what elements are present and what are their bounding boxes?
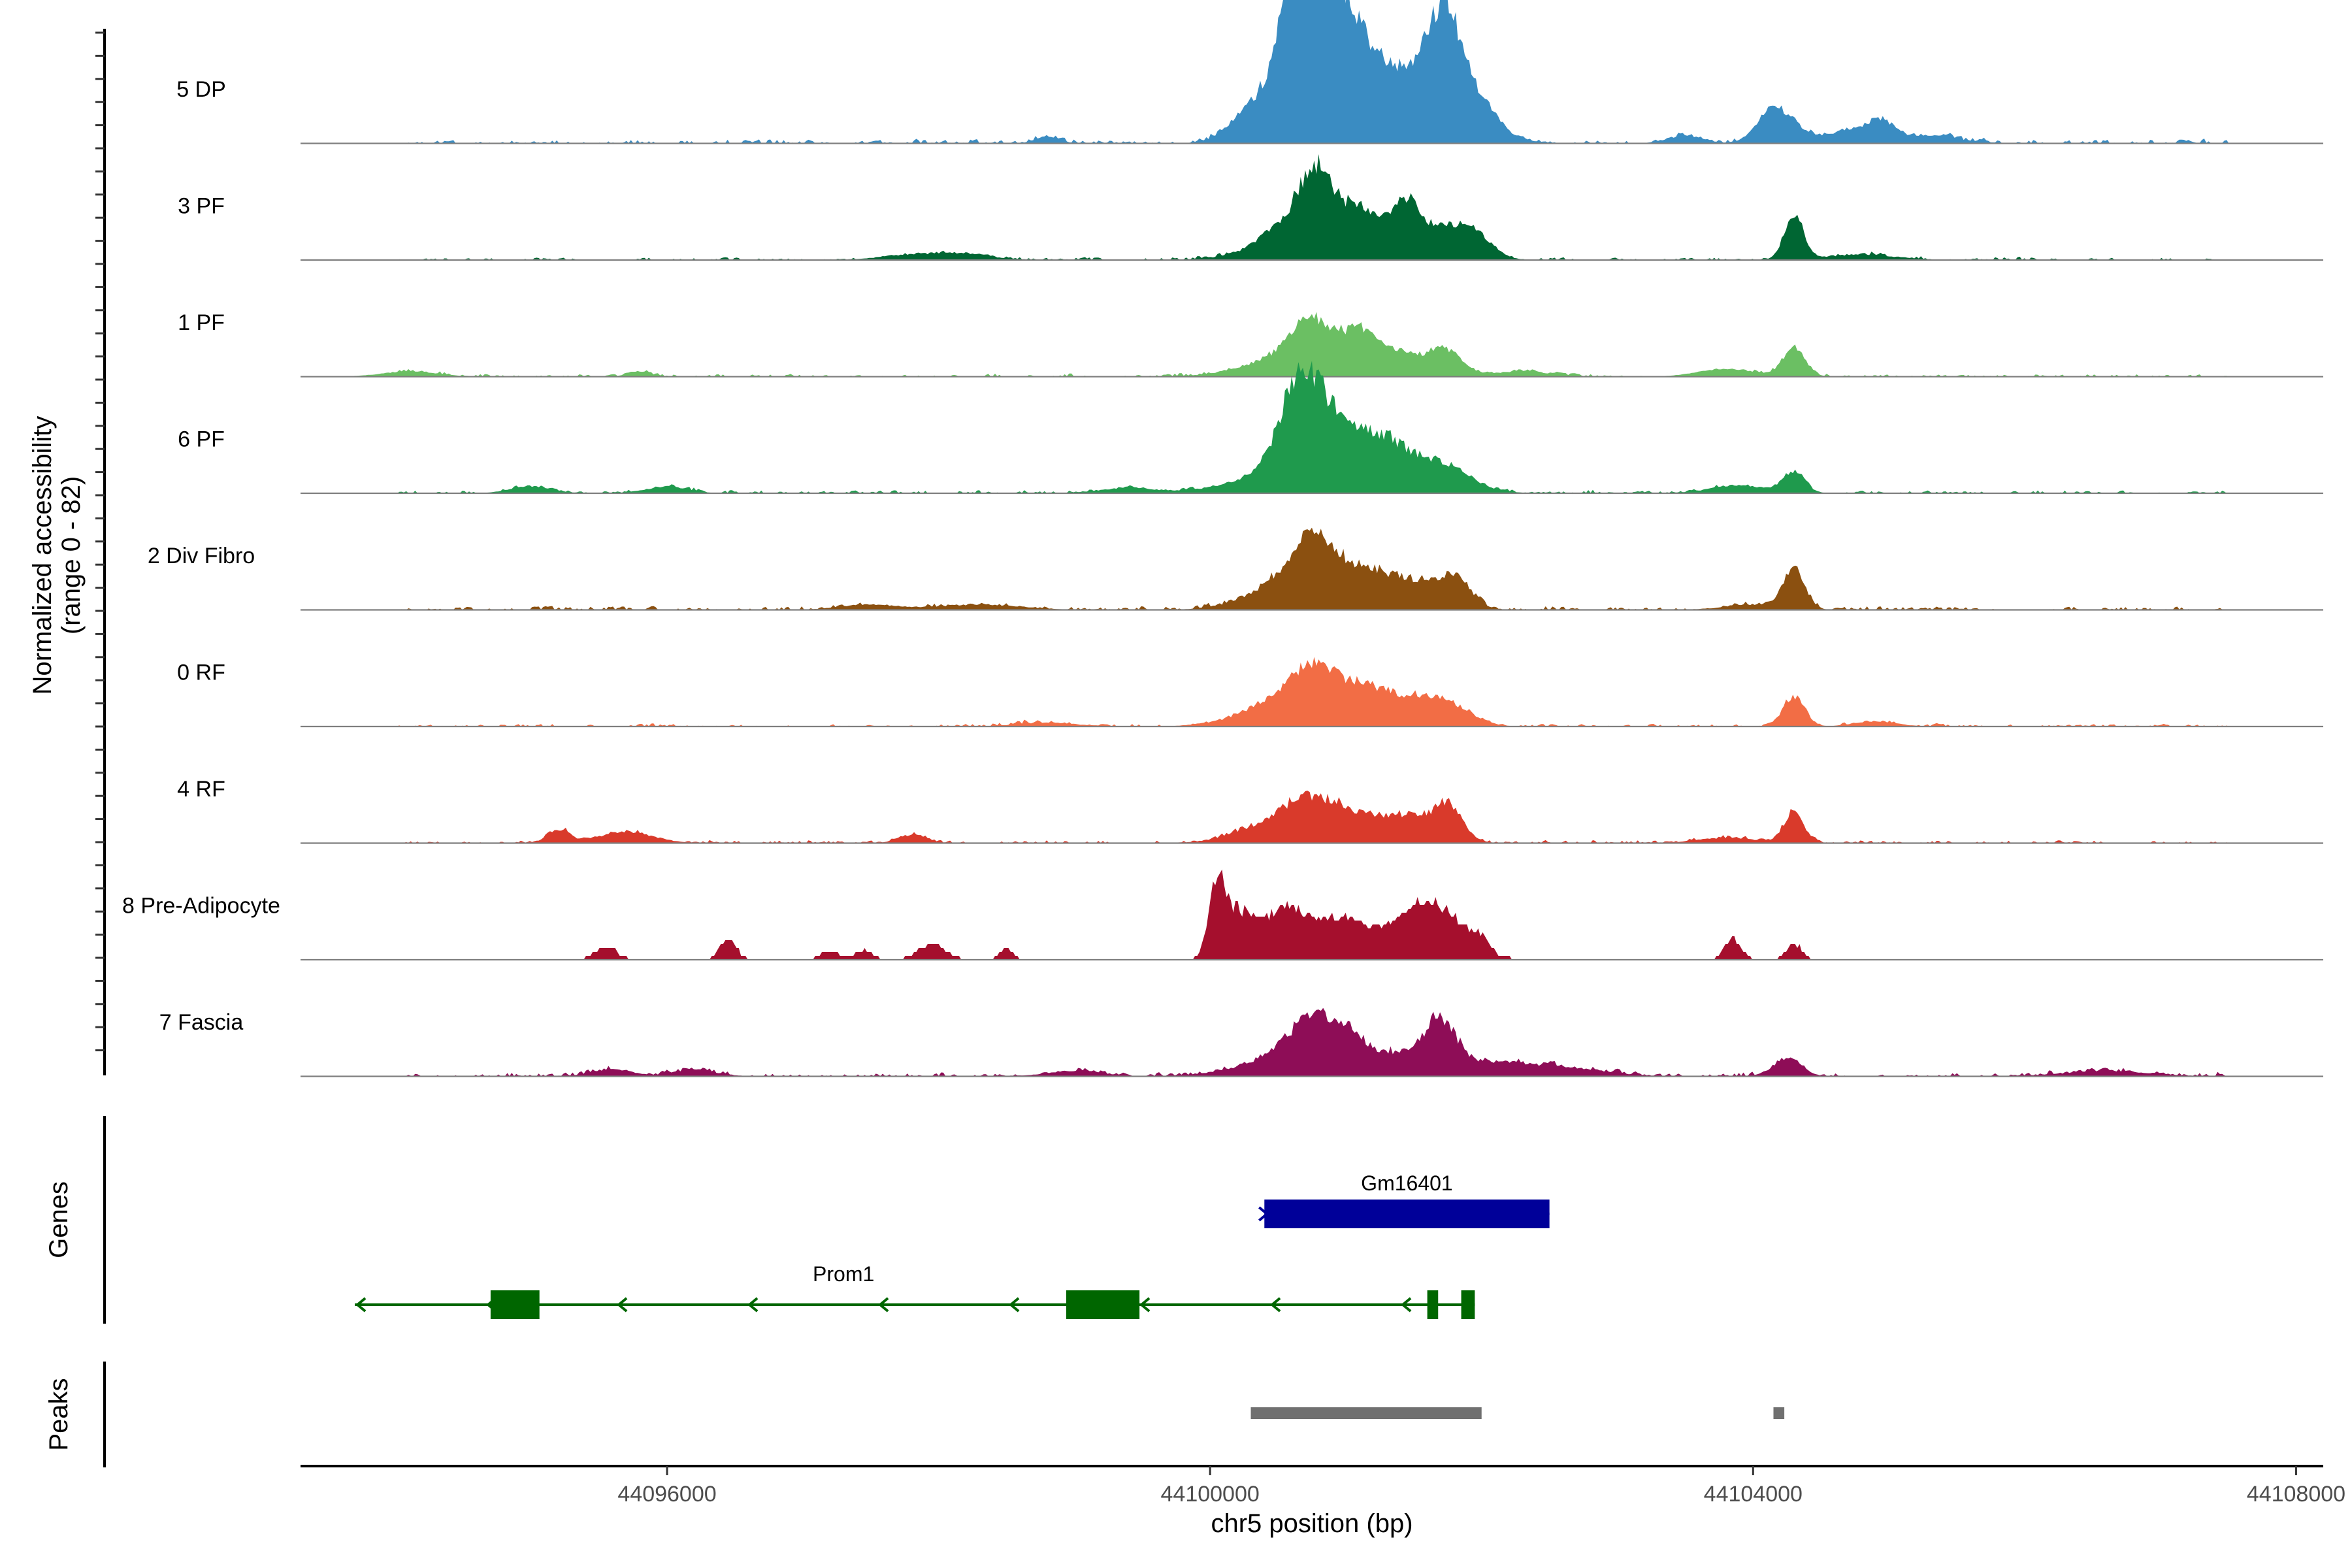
strand-arrow-icon xyxy=(616,1297,628,1313)
gene-label-prom1: Prom1 xyxy=(813,1262,874,1286)
track-label-5-dp: 5 DP xyxy=(176,77,226,102)
x-tick-label-44100000: 44100000 xyxy=(1161,1482,1260,1507)
exon-gm16401 xyxy=(1264,1200,1550,1228)
gene-prom1: Prom1 xyxy=(355,1262,1475,1319)
coverage-area-1-pf xyxy=(301,312,2323,377)
peaks-panel-title: Peaks xyxy=(44,1378,73,1450)
strand-arrow-icon xyxy=(1139,1297,1151,1313)
position-x-axis: 44096000 44100000 44104000 44108000 chr5 po… xyxy=(301,1465,2345,1538)
strand-arrow-icon xyxy=(355,1297,367,1313)
track-labels: 5 DP 3 PF 1 PF 6 PF 2 Div Fibro 0 RF 4 RF 8 Pre… xyxy=(122,77,280,1035)
track-label-6-pf: 6 PF xyxy=(178,427,225,452)
x-axis-ticks: 44096000 44100000 44104000 44108000 xyxy=(617,1466,2345,1507)
track-label-8-pre-adipocyte: 8 Pre-Adipocyte xyxy=(122,894,280,919)
track-label-4-rf: 4 RF xyxy=(177,777,225,802)
coverage-area-6-pf xyxy=(301,361,2323,493)
track-label-7-fascia: 7 Fascia xyxy=(159,1010,244,1035)
track-label-3-pf: 3 PF xyxy=(178,194,225,219)
coverage-area-8-pre-adipocyte xyxy=(301,870,2323,960)
x-tick-label-44108000: 44108000 xyxy=(2247,1482,2345,1507)
coverage-area-0-rf xyxy=(301,657,2323,727)
exon-prom1 xyxy=(1427,1290,1439,1319)
exon-prom1 xyxy=(1461,1290,1475,1319)
strand-arrow-icon xyxy=(747,1297,759,1313)
peaks-panel: Peaks xyxy=(44,1362,1785,1467)
coverage-tracks xyxy=(301,0,2323,1077)
genes-panel: Genes Gm16401 Prom1 xyxy=(44,1116,1550,1324)
y-axis-ticks xyxy=(95,31,105,1052)
accessibility-y-axis: Normalized accessibility (range 0 - 82) xyxy=(28,29,106,1075)
gene-label-gm16401: Gm16401 xyxy=(1361,1171,1453,1195)
strand-arrow-icon xyxy=(1400,1297,1412,1313)
gene-gm16401: Gm16401 xyxy=(1258,1171,1550,1228)
strand-arrow-icon xyxy=(877,1297,889,1313)
x-axis-title: chr5 position (bp) xyxy=(1211,1509,1413,1538)
x-tick-label-44104000: 44104000 xyxy=(1704,1482,1803,1507)
peak-region-1 xyxy=(1250,1407,1482,1419)
peak-regions xyxy=(1250,1407,1785,1419)
peak-region-2 xyxy=(1773,1407,1785,1419)
coverage-area-7-fascia xyxy=(301,1007,2323,1077)
exon-prom1 xyxy=(490,1290,540,1319)
strand-arrow-icon xyxy=(1269,1297,1281,1313)
track-label-1-pf: 1 PF xyxy=(178,310,225,335)
track-label-0-rf: 0 RF xyxy=(177,661,225,685)
coverage-area-2-div-fibro xyxy=(301,527,2323,610)
y-axis-subtitle: (range 0 - 82) xyxy=(57,476,86,634)
strand-arrow-icon xyxy=(1008,1297,1020,1313)
gene-models: Gm16401 Prom1 xyxy=(355,1171,1550,1319)
x-tick-label-44096000: 44096000 xyxy=(617,1482,716,1507)
coverage-area-4-rf xyxy=(301,791,2323,843)
genes-panel-title: Genes xyxy=(44,1181,73,1258)
coverage-area-5-dp xyxy=(301,0,2323,144)
exon-prom1 xyxy=(1066,1290,1140,1319)
track-label-2-div-fibro: 2 Div Fibro xyxy=(148,544,255,568)
coverage-area-3-pf xyxy=(301,154,2323,260)
y-axis-title: Normalized accessibility xyxy=(28,416,57,695)
